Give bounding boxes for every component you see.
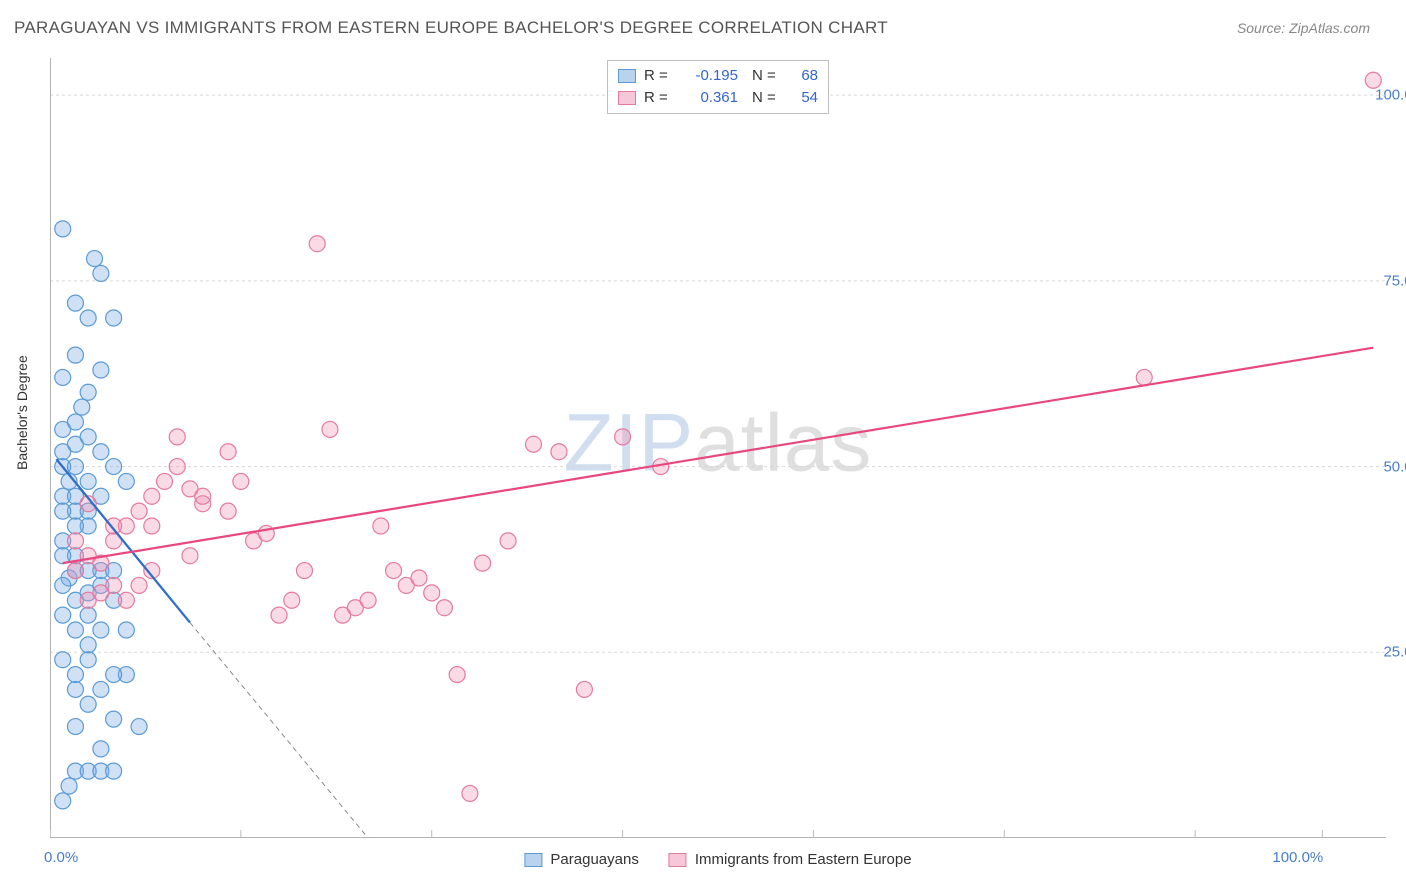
- legend-swatch: [618, 91, 636, 105]
- series-legend: Paraguayans Immigrants from Eastern Euro…: [524, 851, 911, 868]
- chart-title: PARAGUAYAN VS IMMIGRANTS FROM EASTERN EU…: [14, 18, 888, 38]
- legend-label: Paraguayans: [550, 851, 638, 868]
- scatter-plot: [50, 58, 1386, 838]
- legend-swatch: [524, 853, 542, 867]
- legend-row: R = 0.361 N = 54: [618, 87, 818, 109]
- legend-swatch: [669, 853, 687, 867]
- n-value: 68: [788, 65, 818, 87]
- y-axis-label: Bachelor's Degree: [14, 355, 30, 470]
- chart-area: ZIPatlas R = -0.195 N = 68 R = 0.361 N =…: [50, 58, 1386, 838]
- y-tick-label: 25.0%: [1383, 644, 1406, 661]
- legend-item: Paraguayans: [524, 851, 638, 868]
- x-tick-label: 100.0%: [1272, 849, 1323, 866]
- r-label: R =: [644, 87, 672, 109]
- r-value: 0.361: [680, 87, 738, 109]
- r-label: R =: [644, 65, 672, 87]
- n-label: N =: [752, 65, 780, 87]
- legend-item: Immigrants from Eastern Europe: [669, 851, 912, 868]
- y-tick-label: 50.0%: [1383, 458, 1406, 475]
- legend-row: R = -0.195 N = 68: [618, 65, 818, 87]
- n-value: 54: [788, 87, 818, 109]
- n-label: N =: [752, 87, 780, 109]
- legend-label: Immigrants from Eastern Europe: [695, 851, 912, 868]
- source-attribution: Source: ZipAtlas.com: [1237, 20, 1370, 36]
- legend-swatch: [618, 69, 636, 83]
- x-tick-label: 0.0%: [44, 849, 78, 866]
- r-value: -0.195: [680, 65, 738, 87]
- correlation-legend: R = -0.195 N = 68 R = 0.361 N = 54: [607, 60, 829, 114]
- y-tick-label: 75.0%: [1383, 272, 1406, 289]
